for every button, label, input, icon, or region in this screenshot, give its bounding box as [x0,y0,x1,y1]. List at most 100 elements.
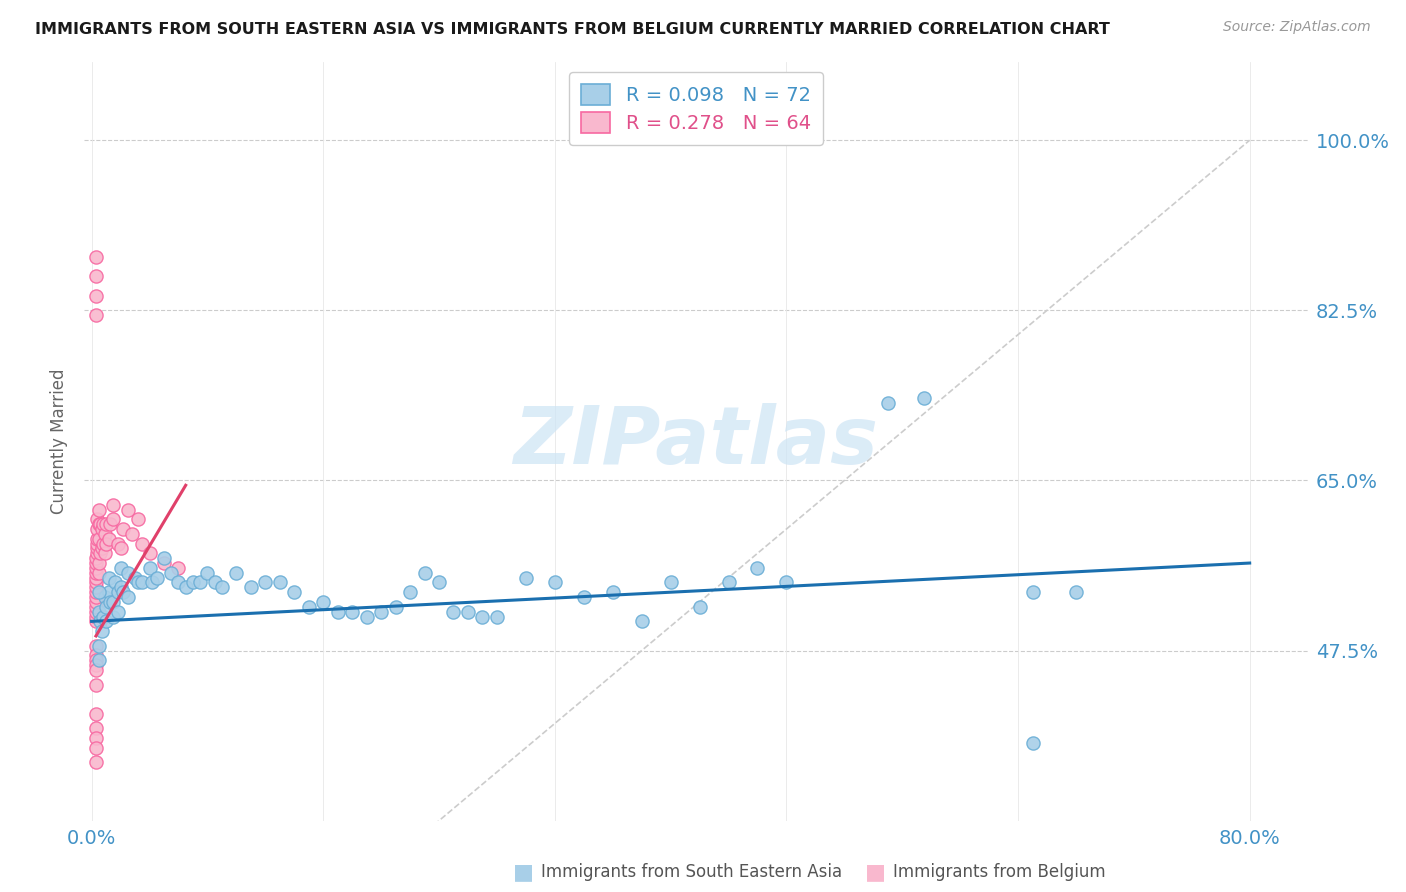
Point [84,595,107,609]
Point [153,556,176,570]
Point [131,575,153,590]
Point [84,663,107,677]
Point [188,575,211,590]
Point [94,615,117,629]
Point [84,561,107,575]
Point [399,585,422,599]
Point [1064,585,1087,599]
Point [84,566,107,580]
Point [269,575,291,590]
Point [90,522,112,536]
Point [84,615,107,629]
Point [104,575,127,590]
Point [602,585,624,599]
Point [84,756,107,770]
Point [90,624,112,639]
Point [145,571,167,585]
Point [84,575,107,590]
Point [443,605,465,619]
Point [89,517,111,532]
Text: ZIPatlas: ZIPatlas [513,402,879,481]
Point [141,575,163,590]
Point [572,590,595,604]
Point [103,498,125,512]
Point [93,527,115,541]
Point [167,575,190,590]
Point [84,308,107,322]
Point [138,561,160,575]
Point [103,595,125,609]
Point [87,639,110,653]
Point [121,527,143,541]
Point [110,580,132,594]
Point [87,566,110,580]
Point [181,575,204,590]
Point [86,532,108,546]
Point [86,546,108,560]
Point [471,609,494,624]
Point [87,653,110,667]
Point [326,605,349,619]
Point [204,575,226,590]
Point [112,585,135,599]
Point [127,575,149,590]
Point [87,517,110,532]
Point [1021,585,1043,599]
Point [457,605,479,619]
Text: Source: ZipAtlas.com: Source: ZipAtlas.com [1223,20,1371,34]
Legend: R = 0.098   N = 72, R = 0.278   N = 64: R = 0.098 N = 72, R = 0.278 N = 64 [569,72,823,145]
Point [225,566,247,580]
Point [84,740,107,755]
Point [110,561,132,575]
Point [93,546,115,560]
Point [94,517,117,532]
Point [84,609,107,624]
Point [84,653,107,667]
Point [87,556,110,570]
Point [1021,736,1043,750]
Point [87,502,110,516]
Point [84,721,107,735]
Text: Immigrants from Belgium: Immigrants from Belgium [893,863,1105,881]
Point [124,571,146,585]
Point [84,269,107,284]
Point [110,541,132,556]
Point [98,585,121,599]
Text: ■: ■ [865,863,886,882]
Point [89,546,111,560]
Point [84,585,107,599]
Point [98,571,121,585]
Point [689,599,711,614]
Point [384,599,406,614]
Point [211,580,233,594]
Point [84,571,107,585]
Point [84,677,107,691]
Point [107,585,129,599]
Point [876,395,898,409]
Point [84,590,107,604]
Point [94,536,117,550]
Point [100,517,122,532]
Point [775,575,797,590]
Point [84,706,107,721]
Point [515,571,537,585]
Point [84,605,107,619]
Point [413,566,436,580]
Point [91,517,114,532]
Point [103,512,125,526]
Point [87,532,110,546]
Point [112,522,135,536]
Point [84,551,107,566]
Y-axis label: Currently Married: Currently Married [51,368,69,515]
Point [370,605,392,619]
Point [87,585,110,599]
Point [84,289,107,303]
Point [340,605,363,619]
Point [100,595,122,609]
Point [283,585,305,599]
Point [84,648,107,663]
Point [160,566,183,580]
Point [84,731,107,745]
Point [94,599,117,614]
Point [127,512,149,526]
